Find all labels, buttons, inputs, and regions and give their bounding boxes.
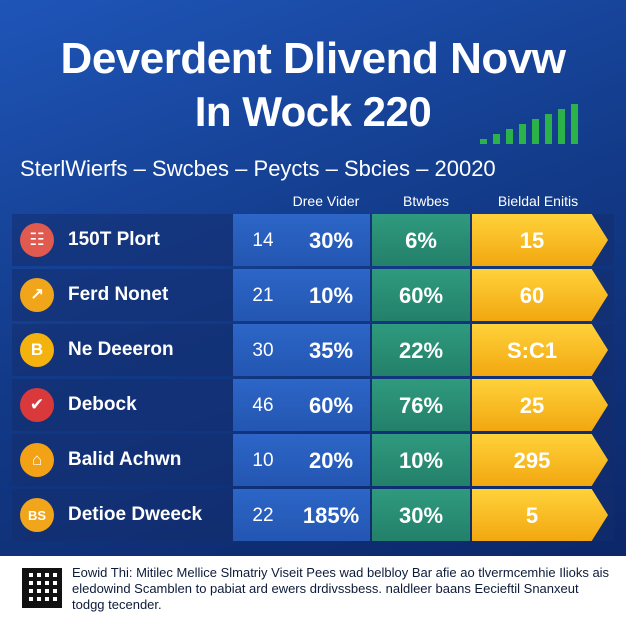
col-c-value: 295	[513, 448, 551, 473]
footer-panel	[0, 556, 626, 626]
row-number: 46	[252, 395, 274, 416]
col-c-value: 5	[525, 503, 539, 528]
row-percent: 185%	[302, 503, 360, 528]
header-col-a: Dree Vider	[292, 193, 360, 209]
col-b-value: 60%	[398, 283, 444, 308]
qr-code-icon[interactable]	[22, 568, 62, 608]
row-label: Ne Deeeron	[68, 339, 174, 360]
col-c-value: S:C1	[506, 338, 558, 363]
table-row[interactable]: BS Detioe Dweeck 22 185% 30% 5	[0, 489, 626, 541]
row-label: Ferd Nonet	[68, 284, 169, 305]
table-row[interactable]: B Ne Deeeron 30 35% 22% S:C1	[0, 324, 626, 376]
row-number: 30	[252, 340, 274, 361]
page-title-line-2: In Wock 220	[194, 88, 432, 135]
row-label: Detioe Dweeck	[68, 504, 203, 525]
col-c-value: 60	[519, 283, 545, 308]
row-number: 10	[252, 450, 274, 471]
row-number: 22	[252, 505, 274, 526]
sparkline-bar	[506, 129, 513, 144]
col-b-value: 30%	[398, 503, 444, 528]
bs-badge-icon: BS	[20, 498, 54, 532]
sparkline-bar	[493, 134, 500, 144]
sparkline-bar	[480, 139, 487, 144]
col-c-value: 25	[519, 393, 545, 418]
col-b-value: 22%	[398, 338, 444, 363]
row-label: Debock	[68, 394, 137, 415]
col-c-arrow	[472, 379, 608, 431]
col-a-cell	[233, 434, 370, 486]
col-b-cell	[372, 379, 470, 431]
col-b-value: 76%	[398, 393, 444, 418]
col-c-arrow	[472, 269, 608, 321]
row-number: 21	[252, 285, 274, 306]
house-icon: ⌂	[20, 443, 54, 477]
col-b-value: 10%	[398, 448, 444, 473]
col-c-arrow	[472, 324, 608, 376]
table-row[interactable]: ↗ Ferd Nonet 21 10% 60% 60	[0, 269, 626, 321]
row-percent: 20%	[308, 448, 354, 473]
sparkline-bar	[532, 119, 539, 144]
col-b-cell	[372, 489, 470, 541]
col-b-cell	[372, 214, 470, 266]
header-col-c: Bieldal Enitis	[497, 193, 579, 209]
subtitle: SterlWierfs – Swcbes – Peycts – Sbcies –…	[20, 156, 496, 181]
col-a-cell	[233, 324, 370, 376]
page-title-line-1: Deverdent Dlivend Novw	[60, 34, 566, 83]
check-icon: ✔	[20, 388, 54, 422]
footer-text: Eowid Thi: Mitilec Mellice Slmatriy Vise…	[72, 565, 610, 612]
header-col-b: Btwbes	[403, 193, 449, 209]
col-c-value: 15	[519, 228, 545, 253]
table-row[interactable]: ✔ Debock 46 60% 76% 25	[0, 379, 626, 431]
people-icon: ☷	[20, 223, 54, 257]
col-c-arrow	[472, 214, 608, 266]
col-c-arrow	[472, 434, 608, 486]
row-percent: 60%	[308, 393, 354, 418]
col-c-arrow	[472, 489, 608, 541]
row-percent: 30%	[308, 228, 354, 253]
sparkline-bar	[519, 124, 526, 144]
col-b-value: 6%	[405, 228, 437, 253]
row-number: 14	[252, 230, 274, 251]
sparkline-bar	[558, 109, 565, 144]
table-row[interactable]: ☷ 150T Plort 14 30% 6% 15	[0, 214, 626, 266]
row-percent: 10%	[308, 283, 354, 308]
chart-icon: ↗	[20, 278, 54, 312]
col-a-cell	[233, 379, 370, 431]
sparkline-bar	[545, 114, 552, 144]
col-a-cell	[233, 269, 370, 321]
col-b-cell	[372, 434, 470, 486]
sparkline-bar	[571, 104, 578, 144]
row-label: 150T Plort	[68, 229, 160, 250]
table-row[interactable]: ⌂ Balid Achwn 10 20% 10% 295	[0, 434, 626, 486]
col-a-cell	[233, 489, 370, 541]
col-b-cell	[372, 324, 470, 376]
col-a-cell	[233, 214, 370, 266]
bitcoin-icon: B	[20, 333, 54, 367]
row-percent: 35%	[308, 338, 354, 363]
sparkline-bars-icon	[480, 100, 590, 144]
row-label: Balid Achwn	[68, 449, 182, 470]
col-b-cell	[372, 269, 470, 321]
